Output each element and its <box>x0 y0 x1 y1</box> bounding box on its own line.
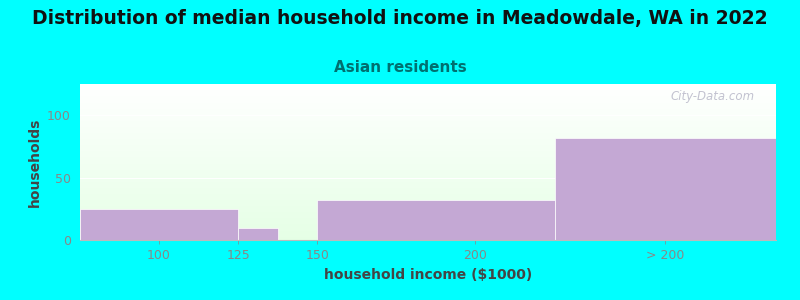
Text: Distribution of median household income in Meadowdale, WA in 2022: Distribution of median household income … <box>32 9 768 28</box>
Text: City-Data.com: City-Data.com <box>671 90 755 103</box>
Bar <box>80 209 238 240</box>
Y-axis label: households: households <box>27 117 42 207</box>
X-axis label: household income ($1000): household income ($1000) <box>324 268 532 282</box>
Text: Asian residents: Asian residents <box>334 60 466 75</box>
Bar <box>554 138 776 240</box>
Bar <box>318 200 554 240</box>
Bar <box>238 227 278 240</box>
